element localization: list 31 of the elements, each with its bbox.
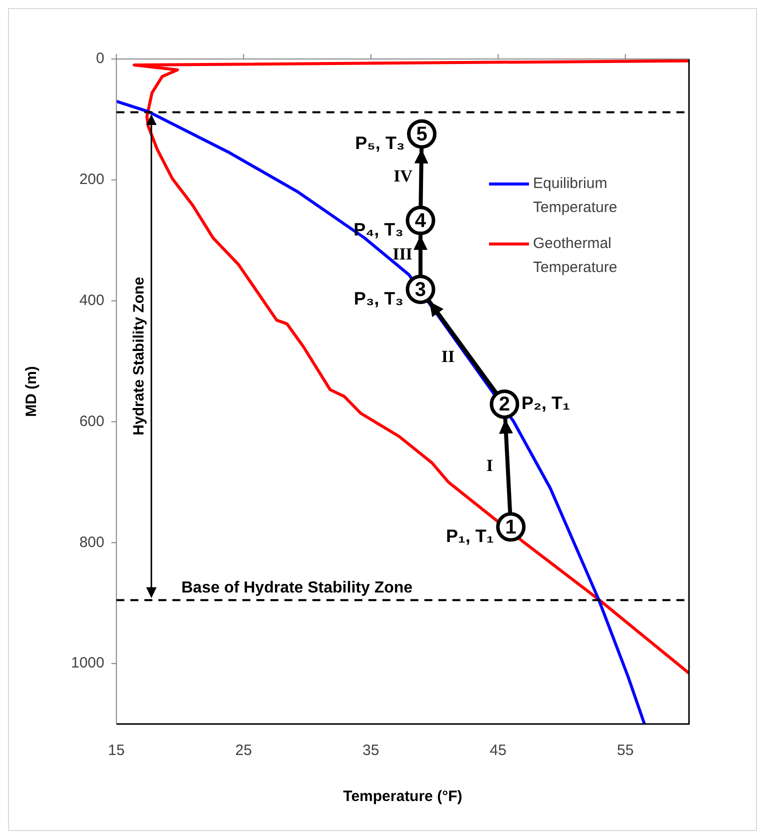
annotation: 2 bbox=[498, 394, 510, 416]
y-tick-label: 400 bbox=[79, 292, 104, 309]
annotation: 4 bbox=[414, 210, 427, 232]
annotation: IV bbox=[394, 166, 414, 186]
legend-label: Geothermal Temperature bbox=[533, 235, 618, 276]
y-tick-label: 0 bbox=[96, 50, 104, 68]
x-axis-title: Temperature (°F) bbox=[343, 788, 462, 806]
y-tick-label: 600 bbox=[79, 412, 104, 430]
annotation: Hydrate Stability Zone bbox=[130, 276, 148, 436]
annotation: P₂, T₁ bbox=[521, 393, 570, 414]
x-tick-label: 55 bbox=[617, 742, 634, 760]
x-tick-label: 15 bbox=[108, 742, 125, 760]
annotation: P₅, T₃ bbox=[355, 132, 405, 153]
annotation: 5 bbox=[416, 123, 428, 146]
x-tick-label: 45 bbox=[490, 742, 506, 760]
annotation: P₃, T₃ bbox=[354, 288, 404, 308]
y-tick-label: 1000 bbox=[70, 654, 104, 672]
y-axis-title: MD (m) bbox=[23, 366, 40, 417]
annotation: P₁, T₁ bbox=[446, 526, 494, 546]
annotation: 1 bbox=[505, 516, 516, 538]
x-tick-label: 35 bbox=[362, 742, 380, 760]
x-tick-label: 25 bbox=[235, 742, 252, 760]
legend-label: Equilibrium Temperature bbox=[533, 175, 618, 216]
ref-line-label: Base of Hydrate Stability Zone bbox=[181, 579, 413, 596]
annotation: P₄, T₃ bbox=[354, 219, 404, 240]
y-tick-label: 800 bbox=[79, 534, 104, 551]
annotation: I bbox=[486, 456, 494, 475]
annotation: 3 bbox=[414, 278, 426, 301]
annotation: III bbox=[392, 244, 413, 264]
annotation: II bbox=[441, 346, 455, 366]
y-tick-label: 200 bbox=[79, 171, 104, 188]
